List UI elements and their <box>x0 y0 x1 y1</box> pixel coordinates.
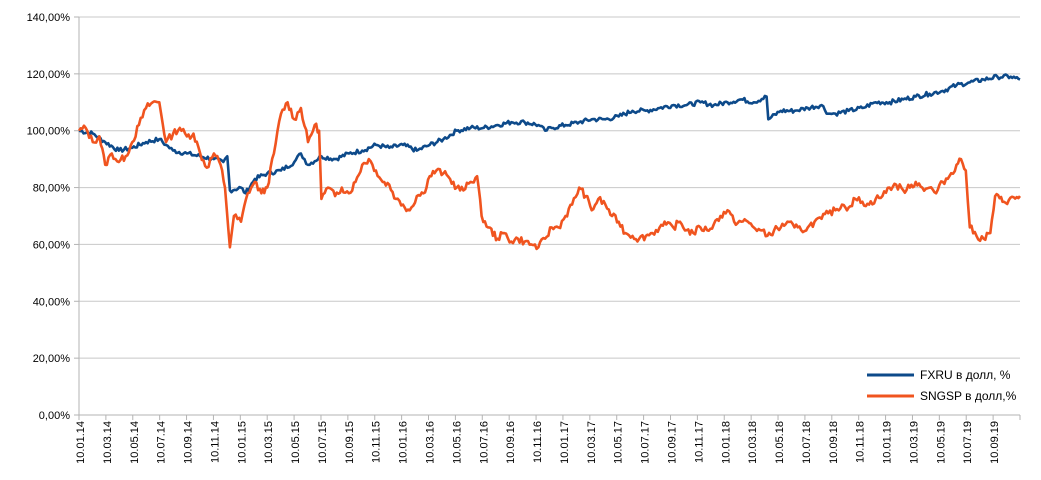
legend: FXRU в долл, % SNGSP в долл,% <box>867 368 1017 403</box>
x-tick-label-22: 10.09.17 <box>666 421 678 464</box>
x-tick-label-4: 10.09.14 <box>183 421 195 464</box>
x-tick-label-3: 10.07.14 <box>156 421 168 464</box>
x-tick-label-10: 10.09.15 <box>344 421 356 464</box>
x-tick-label-9: 10.07.15 <box>317 421 329 464</box>
x-tick-label-1: 10.03.14 <box>102 421 114 464</box>
y-tick-label-7: 140,00% <box>27 12 71 24</box>
x-tick-label-13: 10.03.16 <box>425 421 437 464</box>
legend-item-fxru: FXRU в долл, % <box>867 368 1011 382</box>
y-tick-label-6: 120,00% <box>27 69 71 81</box>
x-tick-label-34: 10.09.19 <box>989 421 1001 464</box>
x-tick-label-28: 10.09.18 <box>828 421 840 464</box>
x-tick-label-31: 10.03.19 <box>908 421 920 464</box>
x-tick-label-14: 10.05.16 <box>451 421 463 464</box>
x-tick-label-24: 10.01.18 <box>720 421 732 464</box>
y-tick-label-5: 100,00% <box>27 126 71 138</box>
y-tick-label-0: 0,00% <box>39 410 70 422</box>
series-line-1 <box>77 100 1022 251</box>
legend-label-sngsp: SNGSP в долл,% <box>920 389 1017 403</box>
x-tick-label-25: 10.03.18 <box>747 421 759 464</box>
x-tick-label-27: 10.07.18 <box>801 421 813 464</box>
x-tick-label-21: 10.07.17 <box>640 421 652 464</box>
x-tick-label-32: 10.05.19 <box>935 421 947 464</box>
x-tick-label-15: 10.07.16 <box>478 421 490 464</box>
x-tick-label-33: 10.07.19 <box>962 421 974 464</box>
x-tick-label-16: 10.09.16 <box>505 421 517 464</box>
y-tick-label-4: 80,00% <box>33 183 71 195</box>
legend-item-sngsp: SNGSP в долл,% <box>867 389 1017 403</box>
y-tick-label-2: 40,00% <box>33 296 71 308</box>
x-tick-label-20: 10.05.17 <box>613 421 625 464</box>
x-tick-label-17: 10.11.16 <box>532 421 544 463</box>
x-tick-label-30: 10.01.19 <box>882 421 894 464</box>
y-tick-label-3: 60,00% <box>33 239 71 251</box>
x-tick-label-11: 10.11.15 <box>371 421 383 463</box>
x-tick-label-18: 10.01.17 <box>559 421 571 464</box>
legend-label-fxru: FXRU в долл, % <box>920 368 1011 382</box>
series-lines <box>77 73 1022 251</box>
x-tick-label-23: 10.11.17 <box>693 421 705 463</box>
y-tick-label-1: 20,00% <box>33 353 71 365</box>
x-tick-label-5: 10.11.14 <box>209 421 221 463</box>
x-tick-label-2: 10.05.14 <box>129 421 141 464</box>
y-axis: 0,00% 20,00% 40,00% 60,00% 80,00% 100,00% 120,… <box>27 12 80 422</box>
x-tick-label-26: 10.05.18 <box>774 421 786 464</box>
x-tick-label-8: 10.05.15 <box>290 421 302 464</box>
x-tick-label-6: 10.01.15 <box>236 421 248 464</box>
x-tick-label-0: 10.01.14 <box>75 421 87 464</box>
x-tick-label-7: 10.03.15 <box>263 421 275 464</box>
x-tick-label-19: 10.03.17 <box>586 421 598 464</box>
x-tick-label-12: 10.01.16 <box>398 421 410 464</box>
grid-lines <box>79 16 1020 416</box>
series-line-0 <box>78 73 1021 195</box>
x-tick-label-29: 10.11.18 <box>855 421 867 463</box>
x-axis: 10.01.14 10.03.14 10.05.14 10.07.14 10.09.14… <box>75 415 1021 464</box>
